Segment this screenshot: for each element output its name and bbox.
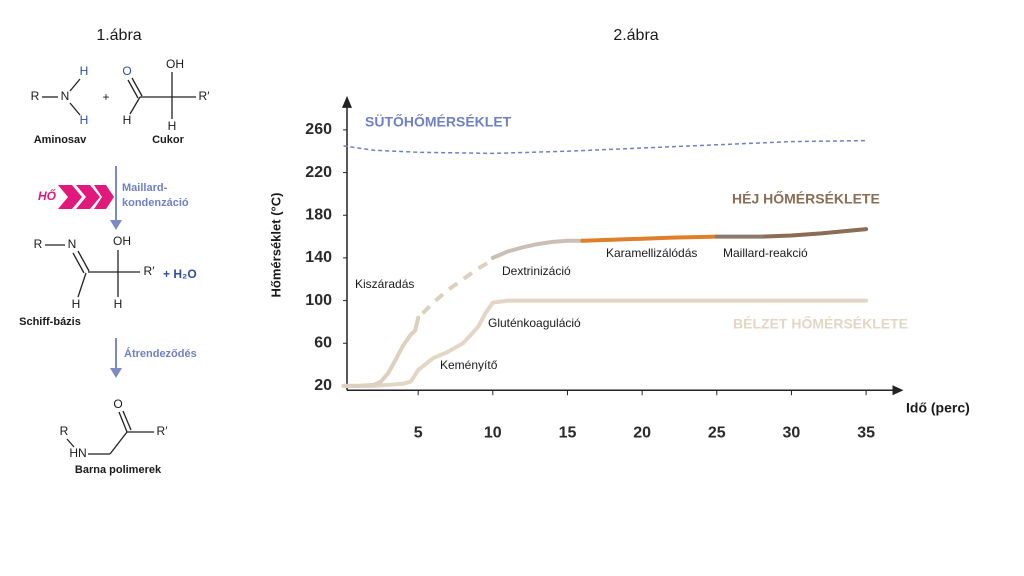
atom: OH bbox=[166, 57, 184, 71]
atom: OH bbox=[113, 234, 131, 248]
atom: H bbox=[80, 113, 89, 127]
atom: O bbox=[122, 64, 131, 78]
atom: N bbox=[68, 237, 77, 251]
series-line bbox=[580, 234, 719, 243]
step-label: kondenzáció bbox=[122, 197, 189, 209]
series-line bbox=[341, 315, 421, 388]
step-label: Maillard- bbox=[122, 182, 168, 194]
x-axis-arrow bbox=[892, 385, 904, 396]
series-line bbox=[343, 139, 867, 155]
label: Cukor bbox=[152, 134, 185, 146]
label: Barna polimerek bbox=[75, 464, 162, 476]
x-tick-label: 30 bbox=[783, 424, 801, 441]
atom: N bbox=[61, 89, 70, 103]
x-axis-label: Idő (perc) bbox=[906, 400, 970, 416]
atom: HN bbox=[69, 446, 86, 460]
chart: 2.ábra Hőmérséklet (°C) Idő (perc) 20 60 1… bbox=[268, 27, 969, 441]
x-tick-label: 10 bbox=[484, 424, 502, 441]
atom: R′ bbox=[157, 424, 169, 438]
annotation: Maillard-reakció bbox=[723, 246, 808, 260]
series-line bbox=[341, 298, 869, 388]
series-label: SÜTŐHŐMÉRSÉKLET bbox=[365, 113, 512, 130]
x-tick-label: 35 bbox=[857, 424, 875, 441]
label: Aminosav bbox=[34, 134, 87, 146]
y-axis-label: Hőmérséklet (°C) bbox=[268, 193, 283, 298]
water: + H₂O bbox=[163, 267, 197, 281]
x-tick-label: 15 bbox=[559, 424, 577, 441]
x-tick-label: 5 bbox=[414, 424, 423, 441]
annotation: Dextrinizáció bbox=[502, 264, 571, 278]
y-tick-label: 220 bbox=[305, 164, 332, 181]
y-tick-label: 100 bbox=[305, 292, 332, 309]
atom: H bbox=[114, 297, 123, 311]
x-tick-label: 20 bbox=[633, 424, 651, 441]
label: Schiff-bázis bbox=[19, 316, 81, 328]
series-line bbox=[490, 238, 585, 260]
atom: H bbox=[168, 119, 177, 133]
heat-label: HŐ bbox=[38, 188, 57, 203]
annotation: Keményítő bbox=[440, 358, 498, 372]
atom: H bbox=[123, 113, 132, 127]
series-label: BÉLZET HŐMÉRSÉKLETE bbox=[733, 315, 908, 332]
y-tick-label: 140 bbox=[305, 249, 332, 266]
chevron bbox=[94, 185, 114, 209]
annotation: Gluténkoaguláció bbox=[488, 316, 581, 330]
atom: O bbox=[113, 397, 122, 411]
atom: R bbox=[31, 89, 40, 103]
atom: H bbox=[72, 297, 81, 311]
atom: R′ bbox=[199, 89, 211, 103]
arrow-head bbox=[110, 220, 122, 230]
series-label: HÉJ HŐMÉRSÉKLETE bbox=[732, 190, 880, 207]
chevron bbox=[76, 185, 100, 209]
atom: R bbox=[34, 237, 43, 251]
y-tick-label: 260 bbox=[305, 121, 332, 138]
atom: R′ bbox=[144, 264, 156, 278]
y-tick-label: 180 bbox=[305, 206, 332, 223]
atom: R bbox=[60, 424, 69, 438]
annotation: Kiszáradás bbox=[355, 277, 414, 291]
plus: + bbox=[102, 90, 109, 104]
chart-title: 2.ábra bbox=[613, 27, 658, 44]
step-label: Átrendeződés bbox=[124, 347, 197, 360]
figure-1: 1.ábra R N H H Aminosav + O H OH H R′ Cu… bbox=[19, 27, 210, 476]
series-line bbox=[421, 258, 494, 315]
y-axis-arrow bbox=[342, 95, 352, 108]
x-tick-label: 25 bbox=[708, 424, 726, 441]
annotation: Karamellizálódás bbox=[606, 246, 697, 260]
figure-title: 1.ábra bbox=[96, 27, 141, 44]
y-tick-label: 60 bbox=[314, 334, 332, 351]
chevron bbox=[58, 185, 82, 209]
atom: H bbox=[80, 64, 89, 78]
y-tick-label: 20 bbox=[314, 377, 332, 394]
series-line bbox=[759, 227, 869, 239]
arrow-head bbox=[110, 368, 122, 378]
